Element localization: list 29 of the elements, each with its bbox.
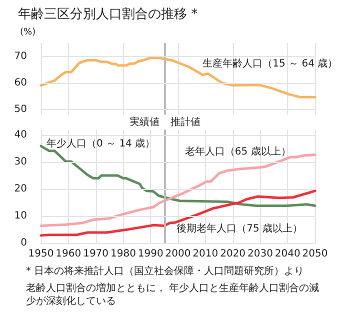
chart-title: 年齢三区分別人口割合の推移 * xyxy=(18,7,198,22)
y-tick-label: 10 xyxy=(14,210,27,222)
x-tick-label: 2050 xyxy=(302,248,328,260)
x-tick-label: 1950 xyxy=(28,248,54,260)
text: 推計値 xyxy=(170,116,200,128)
x-tick-label: 2030 xyxy=(247,248,273,260)
y-tick-label: 40 xyxy=(14,130,27,140)
y-tick-label: 20 xyxy=(14,184,27,194)
x-tick-label: 1990 xyxy=(138,248,164,260)
text: 老齢人口割合の増加とともに， 年少人口と生産年齢人口割合の減少が深刻化している xyxy=(26,282,320,307)
series-label: 年少人口（0 ～ 14 歳） xyxy=(46,137,156,150)
x-tick-label: 1980 xyxy=(110,248,136,260)
x-tick-label: 1960 xyxy=(56,248,82,260)
y-tick-label: 50 xyxy=(14,104,27,115)
y-tick-label: 70 xyxy=(14,50,27,62)
y-axis-title: (%) xyxy=(20,28,36,38)
x-tick-label: 1970 xyxy=(83,248,109,260)
text: 実績値 xyxy=(129,116,160,128)
x-tick-label: 2040 xyxy=(274,248,300,260)
series-label: 生産年齢人口（15 ～ 64 歳） xyxy=(202,58,338,70)
text: * 日本の将来推計人口（国立社会保障・人口問題研究所）より xyxy=(26,265,304,277)
series-label: 後期老年人口（75 歳以上） xyxy=(176,222,303,234)
y-tick-label: 0 xyxy=(20,238,27,248)
y-tick-label: 60 xyxy=(14,77,27,88)
y-tick-label: 30 xyxy=(14,156,27,168)
x-tick-label: 2010 xyxy=(192,248,218,260)
x-tick-label: 2020 xyxy=(220,248,246,260)
x-tick-label: 2000 xyxy=(165,248,191,260)
series-label: 老年人口（65 歳以上） xyxy=(184,146,291,158)
